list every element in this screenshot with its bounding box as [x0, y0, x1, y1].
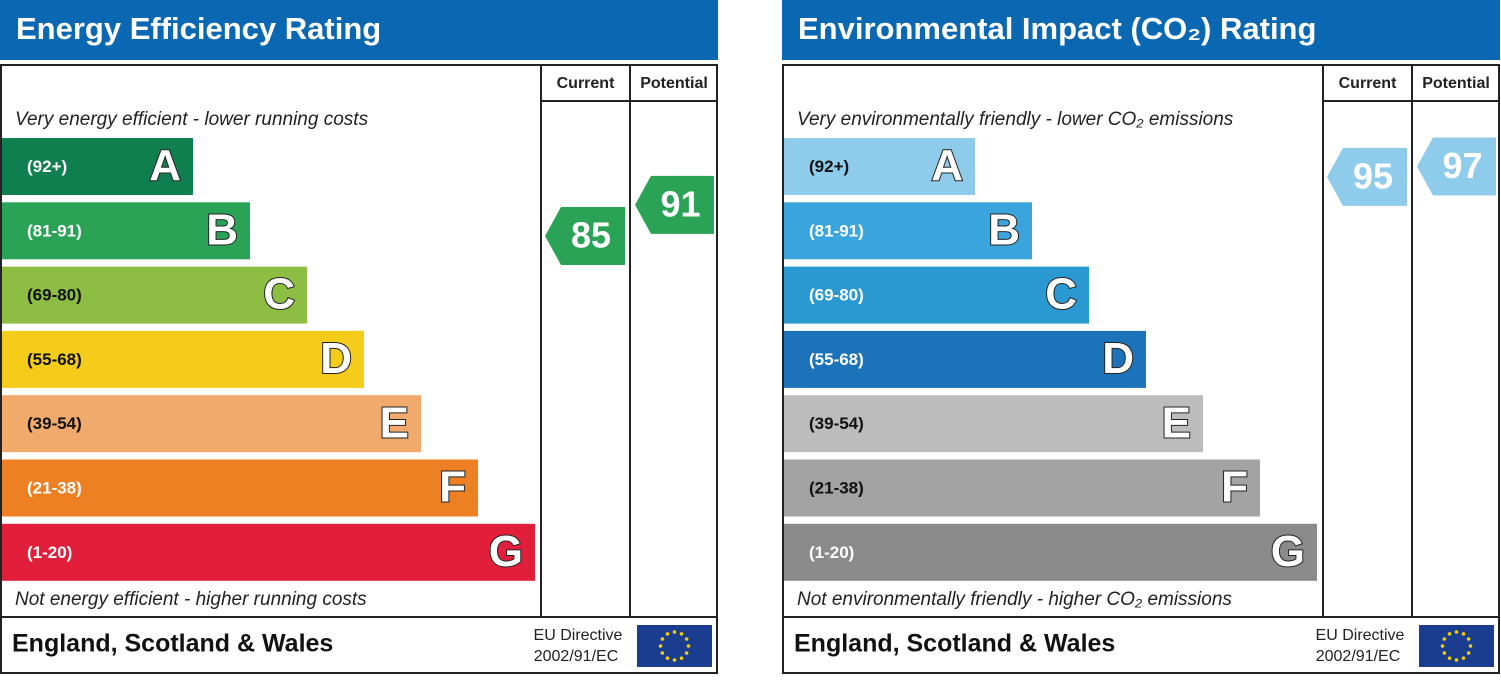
rating-band: [2, 395, 421, 453]
band-range: (21-38): [27, 478, 82, 497]
band-letter: B: [206, 205, 238, 254]
band-range: (55-68): [27, 350, 82, 369]
band-letter: F: [439, 463, 466, 512]
eu-star: [1466, 651, 1471, 655]
rating-band: [784, 395, 1203, 453]
current-value: 85: [571, 214, 611, 255]
panel-title: Environmental Impact (CO₂) Rating: [798, 11, 1316, 46]
eu-star: [679, 656, 684, 660]
band-letter: C: [1045, 270, 1077, 319]
footer-region: England, Scotland & Wales: [12, 630, 333, 658]
band-letter: F: [1221, 463, 1248, 512]
eu-star: [679, 632, 684, 636]
band-letter: A: [931, 141, 963, 190]
eu-star: [672, 630, 677, 634]
top-note: Very energy efficient - lower running co…: [15, 109, 369, 130]
title-bar: [782, 0, 1500, 60]
rating-band: [784, 138, 975, 195]
bottom-note: Not environmentally friendly - higher CO…: [797, 589, 1232, 610]
eu-star: [665, 632, 670, 636]
rating-band: [784, 459, 1260, 517]
eu-star: [672, 658, 677, 662]
eu-star: [1468, 644, 1473, 648]
band-letter: D: [1102, 334, 1134, 383]
column-header: Potential: [640, 75, 708, 92]
band-letter: G: [1271, 527, 1305, 576]
band-range: (81-91): [27, 221, 82, 240]
current-arrow: [545, 206, 625, 265]
eu-star: [1454, 630, 1459, 634]
eu-star: [1461, 656, 1466, 660]
eu-star: [658, 644, 663, 648]
eu-star: [1440, 644, 1445, 648]
eu-star: [1447, 656, 1452, 660]
top-note: Very environmentally friendly - lower CO…: [797, 109, 1234, 130]
band-range: (69-80): [27, 286, 82, 305]
band-letter: A: [149, 141, 181, 190]
rating-band: [2, 523, 535, 581]
footer-directive: 2002/91/EC: [534, 648, 619, 665]
rating-band: [2, 138, 193, 195]
column-header: Current: [1339, 75, 1397, 92]
eu-star: [660, 651, 665, 655]
rating-band: [784, 266, 1089, 324]
rating-band: [784, 202, 1032, 260]
band-letter: E: [1162, 398, 1191, 447]
panel-frame: [0, 64, 718, 674]
footer-directive: EU Directive: [534, 627, 623, 644]
potential-arrow: [1417, 137, 1496, 196]
eu-star: [684, 637, 689, 641]
eu-star: [1461, 632, 1466, 636]
panel-title: Energy Efficiency Rating: [16, 11, 381, 46]
current-value: 95: [1353, 155, 1393, 196]
potential-value: 97: [1442, 145, 1482, 186]
band-range: (92+): [27, 157, 67, 176]
column-header: Current: [557, 75, 615, 92]
eu-star: [1442, 637, 1447, 641]
band-letter: D: [320, 334, 352, 383]
band-letter: E: [380, 398, 409, 447]
footer-directive: EU Directive: [1316, 627, 1405, 644]
band-range: (39-54): [809, 414, 864, 433]
panel-frame: [782, 64, 1500, 674]
band-letter: B: [988, 205, 1020, 254]
band-range: (55-68): [809, 350, 864, 369]
column-header: Potential: [1422, 75, 1490, 92]
band-range: (92+): [809, 157, 849, 176]
footer-region: England, Scotland & Wales: [794, 630, 1115, 658]
rating-panel: Environmental Impact (CO₂) Rating Current…: [782, 0, 1500, 674]
eu-star: [684, 651, 689, 655]
band-letter: C: [263, 270, 295, 319]
band-range: (69-80): [809, 286, 864, 305]
eu-star: [660, 637, 665, 641]
title-bar: [0, 0, 718, 60]
rating-band: [784, 330, 1146, 388]
potential-value: 91: [660, 183, 700, 224]
rating-band: [784, 523, 1317, 581]
band-range: (1-20): [27, 543, 72, 562]
band-range: (1-20): [809, 543, 854, 562]
eu-star: [1442, 651, 1447, 655]
footer-directive: 2002/91/EC: [1316, 648, 1401, 665]
band-range: (21-38): [809, 478, 864, 497]
band-range: (81-91): [809, 221, 864, 240]
eu-star: [1466, 637, 1471, 641]
current-arrow: [1327, 147, 1407, 206]
eu-star: [1447, 632, 1452, 636]
rating-band: [2, 459, 478, 517]
rating-band: [2, 202, 250, 260]
eu-star: [665, 656, 670, 660]
band-range: (39-54): [27, 414, 82, 433]
rating-band: [2, 330, 364, 388]
rating-panel: Energy Efficiency Rating Current Potential…: [0, 0, 718, 674]
rating-band: [2, 266, 307, 324]
potential-arrow: [635, 175, 714, 234]
eu-star: [686, 644, 691, 648]
band-letter: G: [489, 527, 523, 576]
eu-star: [1454, 658, 1459, 662]
bottom-note: Not energy efficient - higher running co…: [15, 589, 367, 610]
